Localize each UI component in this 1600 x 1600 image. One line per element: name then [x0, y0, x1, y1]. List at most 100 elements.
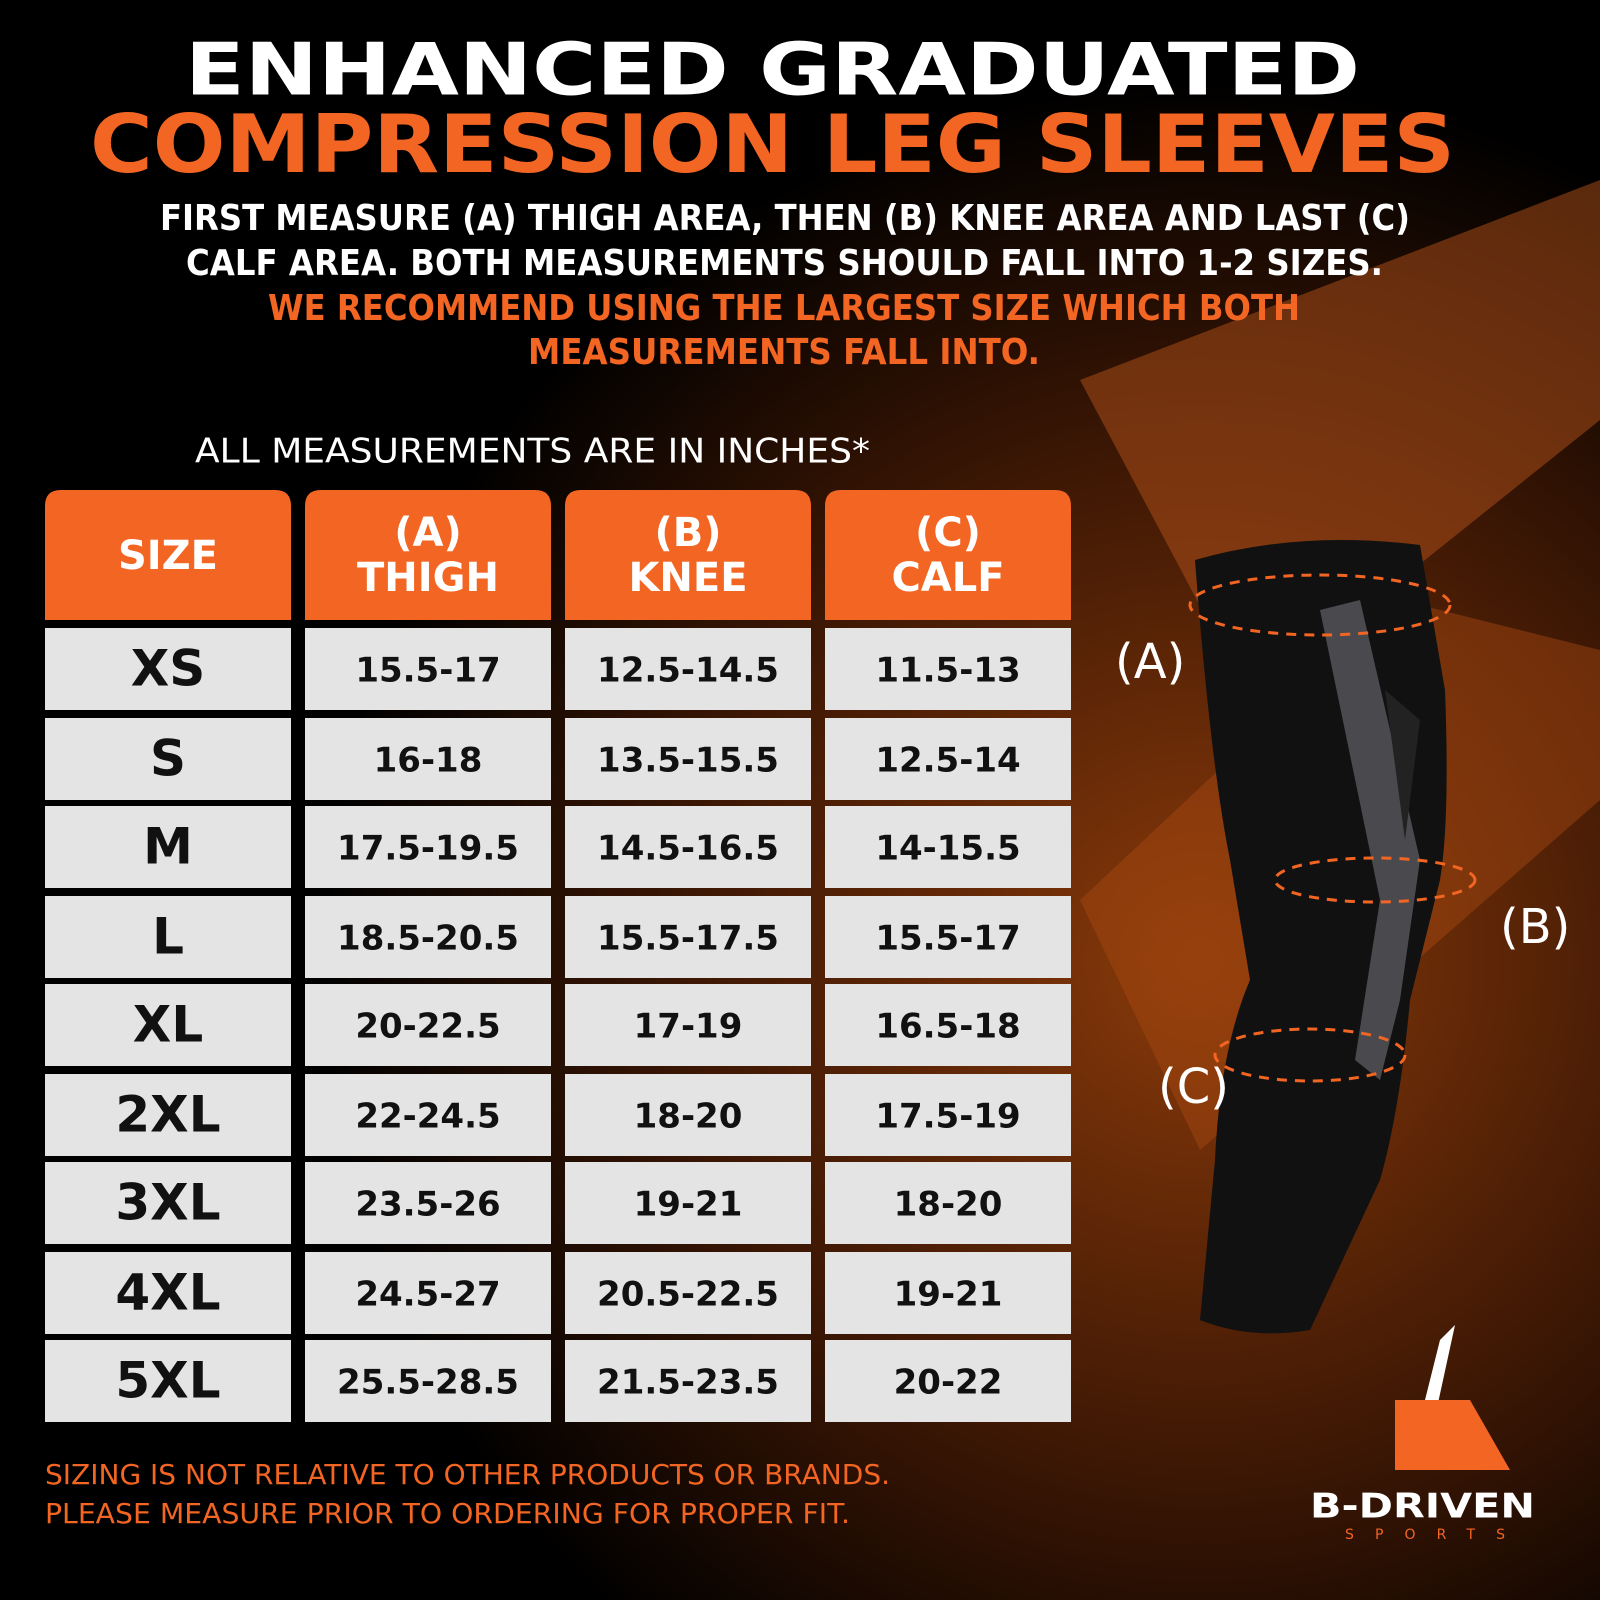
measurement: 15.5-17 — [355, 651, 500, 691]
header-label: KNEE — [628, 555, 747, 601]
footer-note: SIZING IS NOT RELATIVE TO OTHER PRODUCTS… — [45, 1458, 890, 1491]
table-cell — [305, 1340, 551, 1422]
measurement: 20-22 — [894, 1363, 1003, 1403]
table-cell — [825, 1252, 1071, 1334]
table-cell — [305, 984, 551, 1066]
table-cell — [825, 984, 1071, 1066]
table-cell — [565, 984, 811, 1066]
measure-ring — [1213, 1027, 1407, 1083]
size-label: 2XL — [115, 1086, 220, 1144]
header-label: CALF — [891, 555, 1004, 601]
header-cell — [565, 490, 811, 620]
size-table: SIZE (A)THIGH (B)KNEE (C)CALF XS 15.5-17 12.5-… — [45, 490, 1071, 1422]
measurement: 12.5-14.5 — [597, 651, 779, 691]
measurement: 15.5-17.5 — [597, 919, 779, 959]
logo-mark — [1395, 1400, 1510, 1470]
table-cell — [45, 1162, 291, 1244]
title: COMPRESSION LEG SLEEVES — [90, 98, 1455, 191]
table-cell — [565, 1340, 811, 1422]
table-cell — [305, 806, 551, 888]
table-cell — [825, 1162, 1071, 1244]
measurement: 17.5-19 — [875, 1097, 1020, 1137]
measurement: 17.5-19.5 — [337, 829, 519, 869]
size-label: XL — [133, 996, 203, 1054]
leg-illustration — [1188, 540, 1477, 1334]
header-label: (B) — [654, 510, 721, 556]
brand-logo — [1395, 1325, 1510, 1470]
title: ENHANCED GRADUATED — [185, 28, 1360, 112]
measurement: 16-18 — [374, 741, 483, 781]
table-cell — [565, 806, 811, 888]
units-note: ALL MEASUREMENTS ARE IN INCHES* — [195, 432, 870, 472]
table-cell — [565, 628, 811, 710]
table-cell — [565, 1074, 811, 1156]
size-label: 5XL — [115, 1352, 220, 1410]
header-label: (C) — [915, 510, 981, 556]
table-cell — [565, 1252, 811, 1334]
measurement: 20-22.5 — [355, 1007, 500, 1047]
measurement: 18.5-20.5 — [337, 919, 519, 959]
size-label: XS — [131, 640, 206, 698]
measurement: 14.5-16.5 — [597, 829, 779, 869]
table-cell — [305, 1074, 551, 1156]
size-label: L — [152, 908, 184, 966]
measurement: 19-21 — [894, 1275, 1003, 1315]
size-label: S — [150, 730, 186, 788]
table-cell — [565, 718, 811, 800]
header-cell — [305, 490, 551, 620]
table-cell — [45, 1074, 291, 1156]
header-label: THIGH — [357, 555, 499, 601]
table-cell — [825, 1074, 1071, 1156]
measurement: 21.5-23.5 — [597, 1363, 779, 1403]
size-label: M — [143, 818, 193, 876]
measurement: 14-15.5 — [875, 829, 1020, 869]
table-cell — [565, 896, 811, 978]
measurement: 12.5-14 — [875, 741, 1020, 781]
measure-ring — [1188, 573, 1452, 637]
measurement: 18-20 — [894, 1185, 1003, 1225]
measurement: 23.5-26 — [355, 1185, 500, 1225]
diagram-label: (B) — [1500, 899, 1570, 955]
table-cell — [305, 1162, 551, 1244]
measurement: 22-24.5 — [355, 1097, 500, 1137]
diagram-label: (A) — [1115, 634, 1185, 690]
header-cell — [45, 490, 291, 620]
table-cell — [45, 896, 291, 978]
measurement: 20.5-22.5 — [597, 1275, 779, 1315]
measure-ring — [1273, 856, 1477, 904]
table-cell — [45, 1252, 291, 1334]
measurement: 18-20 — [634, 1097, 743, 1137]
measurement: 24.5-27 — [355, 1275, 500, 1315]
diagram-label: (C) — [1158, 1059, 1229, 1115]
measurement: 25.5-28.5 — [337, 1363, 519, 1403]
table-cell — [45, 984, 291, 1066]
table-cell — [825, 628, 1071, 710]
table-cell — [825, 806, 1071, 888]
sleeve-panel — [1385, 690, 1420, 840]
table-cell — [825, 896, 1071, 978]
table-cell — [825, 718, 1071, 800]
measurement: 13.5-15.5 — [597, 741, 779, 781]
header-label: SIZE — [118, 533, 218, 579]
table-cell — [45, 806, 291, 888]
instruction: CALF AREA. BOTH MEASUREMENTS SHOULD FALL… — [186, 243, 1383, 284]
measurement: 17-19 — [634, 1007, 743, 1047]
brand-name: B-DRIVEN — [1310, 1487, 1535, 1527]
table-cell — [305, 1252, 551, 1334]
instruction: FIRST MEASURE (A) THIGH AREA, THEN (B) K… — [160, 198, 1410, 239]
measurement: 19-21 — [634, 1185, 743, 1225]
footer-note: PLEASE MEASURE PRIOR TO ORDERING FOR PRO… — [45, 1497, 850, 1530]
header-cell — [825, 490, 1071, 620]
sleeve-panel — [1320, 600, 1420, 1080]
table-cell — [305, 628, 551, 710]
table-cell — [305, 718, 551, 800]
recommendation: MEASUREMENTS FALL INTO. — [528, 332, 1040, 373]
table-cell — [45, 718, 291, 800]
header-label: (A) — [394, 510, 462, 556]
table-cell — [45, 628, 291, 710]
measurement: 16.5-18 — [875, 1007, 1020, 1047]
measurement: 15.5-17 — [875, 919, 1020, 959]
measurement: 11.5-13 — [875, 651, 1020, 691]
